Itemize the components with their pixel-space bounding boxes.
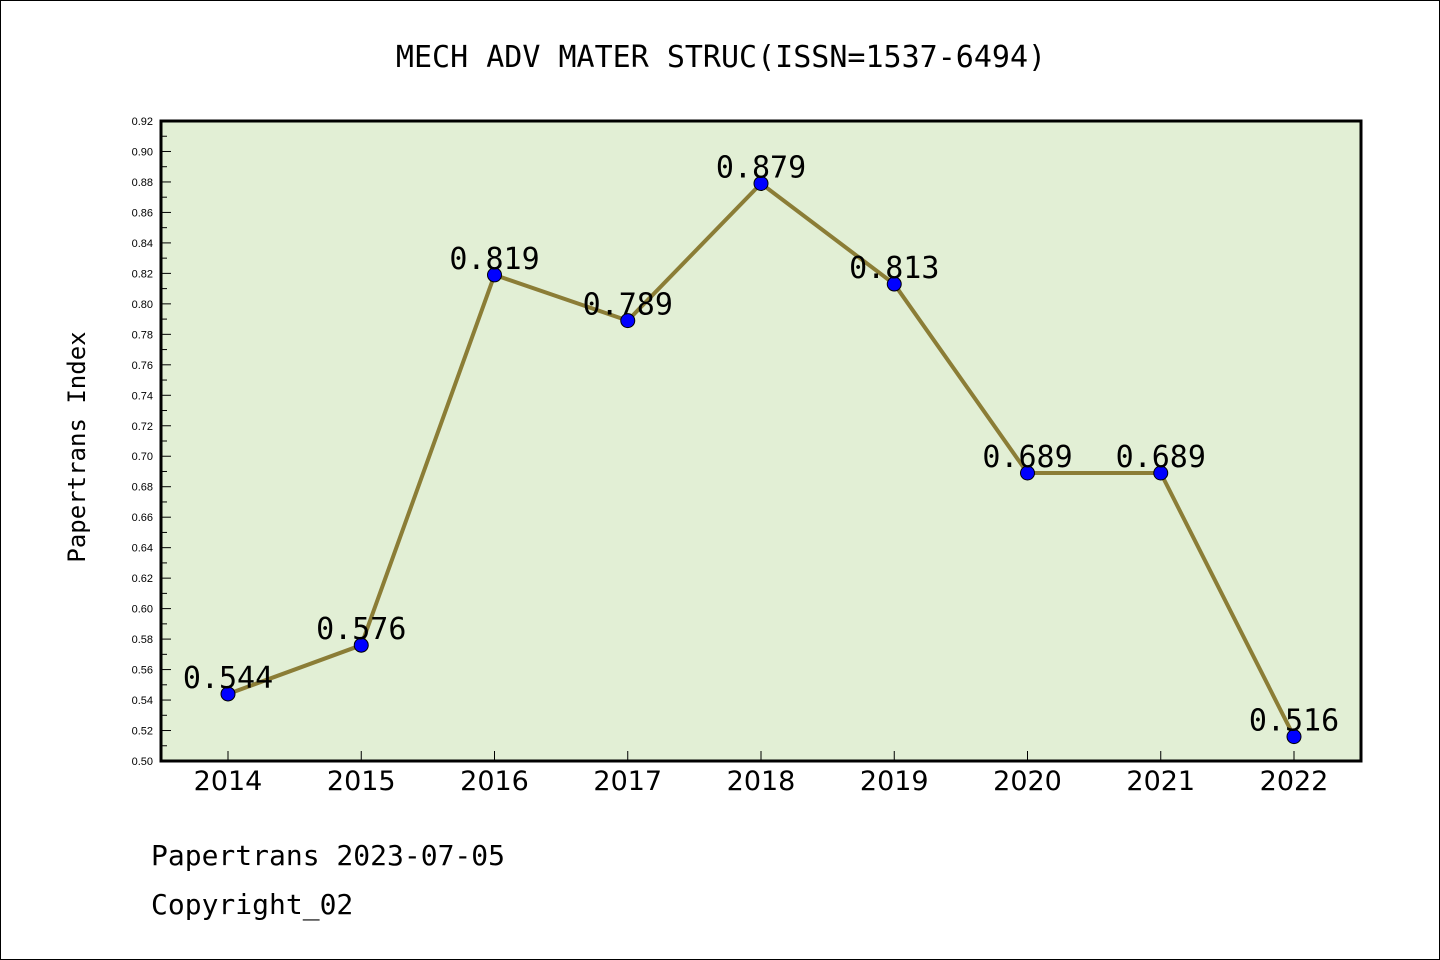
x-tick-label: 2021: [1126, 766, 1195, 797]
x-tick-label: 2017: [593, 766, 662, 797]
footer-date: Papertrans 2023-07-05: [151, 839, 505, 872]
data-label-2017: 0.789: [583, 288, 673, 323]
plot-border: [159, 119, 1363, 763]
data-point-2020: [1020, 465, 1035, 481]
data-label-2016: 0.819: [449, 242, 539, 277]
data-point-2019: [886, 276, 902, 292]
y-tick-label: 0.80: [132, 299, 153, 311]
y-tick-label: 0.60: [132, 604, 153, 616]
data-point-2015: [353, 637, 369, 653]
data-point-2022: [1286, 729, 1302, 745]
y-tick-label: 0.56: [132, 665, 153, 677]
chart-title: MECH ADV MATER STRUC(ISSN=1537-6494): [396, 40, 1046, 75]
footer-copyright: Copyright_02: [151, 888, 353, 922]
data-label-2020: 0.689: [982, 440, 1072, 475]
data-label-2022: 0.516: [1249, 704, 1339, 739]
y-tick-label: 0.78: [132, 329, 153, 341]
x-tick-label: 2016: [460, 766, 529, 797]
y-axis: 0.50 0.52 0.54 0.56 0.58 0.60 0.62 0.64 0.66 0.68…: [132, 116, 171, 768]
y-tick-label: 0.84: [132, 238, 153, 250]
x-tick-label: 2019: [860, 766, 929, 797]
data-label-2014: 0.544: [183, 661, 273, 696]
y-tick-label: 0.62: [132, 573, 153, 585]
y-tick-label: 0.64: [132, 543, 153, 555]
data-markers: [220, 175, 1302, 745]
data-label-2015: 0.576: [316, 612, 406, 647]
y-tick-label: 0.86: [132, 207, 153, 219]
y-tick-label: 0.54: [132, 695, 153, 707]
x-tick-label: 2014: [194, 766, 263, 797]
y-tick-label: 0.90: [132, 146, 153, 158]
data-point-2014: [220, 686, 236, 702]
data-point-2017: [620, 313, 636, 329]
y-tick-label: 0.88: [132, 177, 153, 189]
x-tick-label: 2022: [1260, 766, 1329, 797]
y-tick-label: 0.58: [132, 634, 153, 646]
y-tick-label: 0.92: [132, 116, 153, 128]
data-label-2019: 0.813: [849, 251, 939, 286]
data-point-2021: [1153, 465, 1169, 481]
data-labels: 0.544 0.576 0.819 0.789 0.879 0.813 0.689 0.689…: [183, 150, 1339, 738]
y-tick-label: 0.68: [132, 482, 153, 494]
plot-area: [161, 121, 1361, 761]
y-tick-label: 0.50: [132, 756, 153, 768]
y-tick-label: 0.74: [132, 390, 153, 402]
data-label-2021: 0.689: [1116, 440, 1206, 475]
x-tick-label: 2020: [993, 766, 1062, 797]
x-axis: 2014 2015 2016 2017 2018 2019 2020 2021 2022: [194, 751, 1329, 797]
data-point-2018: [753, 175, 769, 191]
y-tick-label: 0.82: [132, 268, 153, 280]
y-tick-label: 0.70: [132, 451, 153, 463]
x-tick-label: 2015: [327, 766, 396, 797]
y-tick-label: 0.66: [132, 512, 153, 524]
data-point-2016: [487, 267, 502, 283]
y-axis-label: Papertrans Index: [63, 331, 91, 562]
x-tick-label: 2018: [727, 766, 796, 797]
y-tick-label: 0.52: [132, 726, 153, 738]
y-tick-label: 0.76: [132, 360, 153, 372]
data-label-2018: 0.879: [716, 150, 806, 185]
y-tick-label: 0.72: [132, 421, 153, 433]
